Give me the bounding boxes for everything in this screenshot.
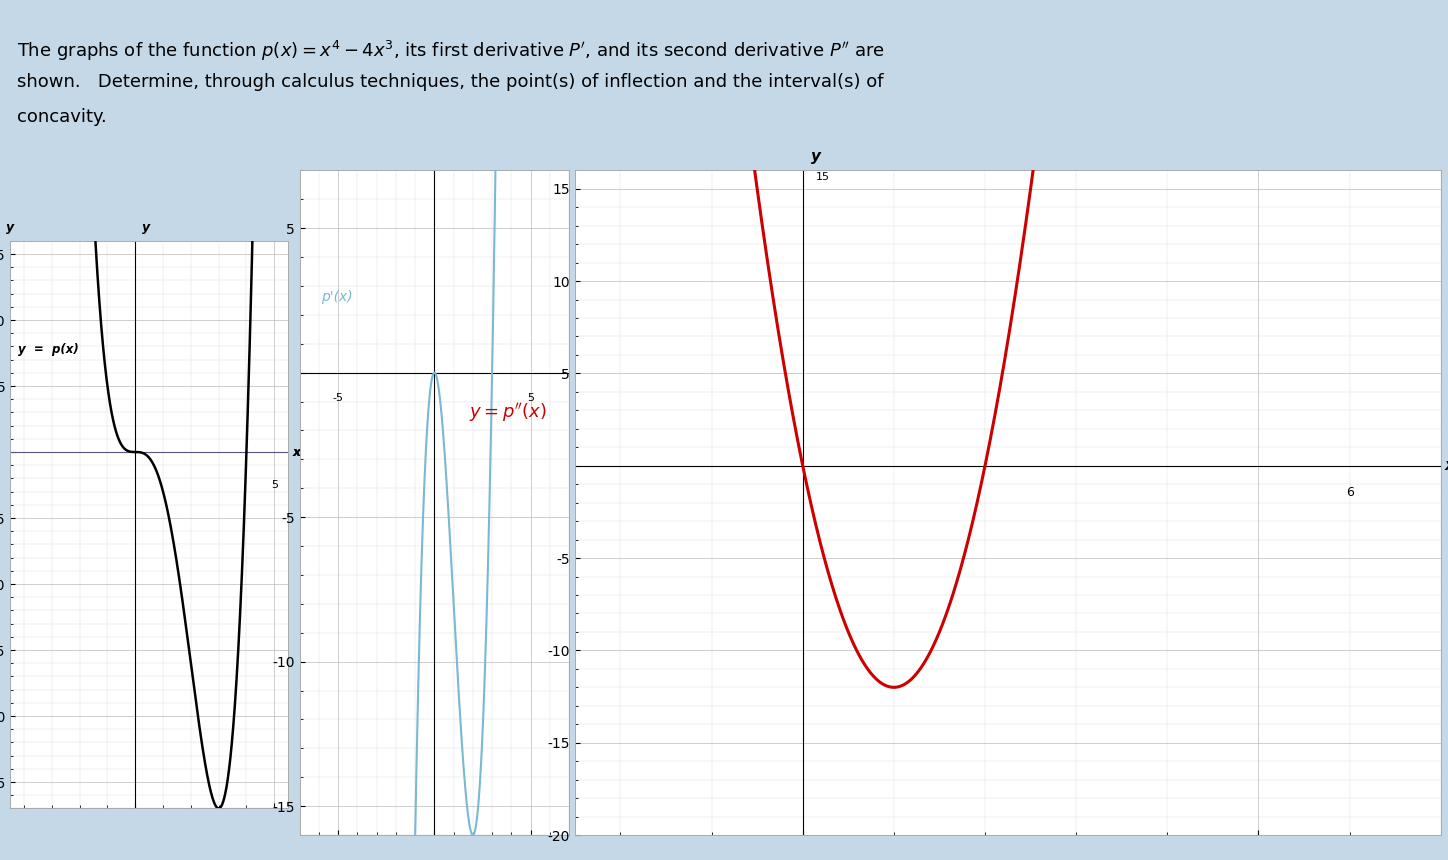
Text: The graphs of the function $p(x) = x^4 - 4x^3$, its first derivative $P'$, and i: The graphs of the function $p(x) = x^4 -… [17, 39, 885, 63]
Text: 15: 15 [815, 172, 830, 182]
Text: -5: -5 [333, 392, 343, 402]
Text: x: x [1445, 458, 1448, 473]
Text: y: y [142, 221, 151, 234]
Text: $y = p''(x)$: $y = p''(x)$ [469, 402, 547, 424]
Text: 5: 5 [527, 392, 534, 402]
Text: x: x [292, 445, 300, 458]
Text: x: x [292, 445, 300, 458]
Text: y: y [811, 149, 821, 163]
Text: 5: 5 [271, 481, 278, 490]
Text: y  =  p(x): y = p(x) [19, 343, 80, 356]
Text: y: y [6, 221, 14, 234]
Text: concavity.: concavity. [17, 108, 107, 126]
Text: shown.   Determine, through calculus techniques, the point(s) of inflection and : shown. Determine, through calculus techn… [17, 73, 883, 91]
Text: p'(x): p'(x) [321, 290, 353, 304]
Text: 6: 6 [1345, 486, 1354, 499]
